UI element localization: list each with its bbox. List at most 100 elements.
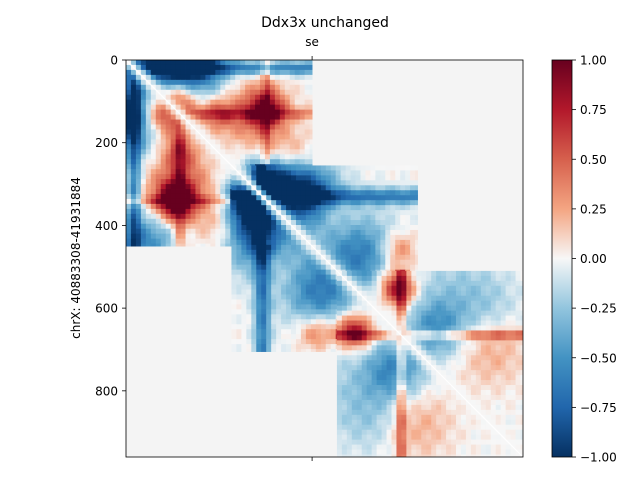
heatmap-cell [210,84,216,91]
heatmap-cell [416,290,422,297]
heatmap-cell [406,310,412,316]
heatmap-cell [416,385,422,391]
heatmap-cell [451,280,457,287]
heatmap-cell [145,84,152,91]
heatmap-cell [346,399,353,406]
heatmap-cell [220,64,226,71]
heatmap-cell [451,365,457,371]
heatmap-cell [436,409,442,416]
heatmap-cell [245,119,251,125]
heatmap-cell [256,309,262,315]
heatmap-cell [246,190,252,196]
heatmap-cell [416,315,422,321]
heatmap-cell [261,175,267,181]
heatmap-cell [126,139,132,145]
heatmap-cell [300,225,307,231]
heatmap-cell [175,104,181,111]
heatmap-cell [255,94,261,101]
heatmap-cell [255,124,261,130]
heatmap-cell [315,185,322,191]
heatmap-cell [175,124,181,130]
heatmap-cell [495,325,502,331]
heatmap-cell [386,380,392,386]
heatmap-cell [170,139,177,145]
heatmap-cell [310,249,317,256]
heatmap-cell [150,169,157,175]
heatmap-cell [480,385,487,391]
heatmap-cell [350,215,356,221]
heatmap-cell [400,225,406,231]
heatmap-cell [396,285,402,292]
heatmap-cell [220,84,226,91]
heatmap-cell [284,129,291,135]
heatmap-cell [175,198,181,205]
heatmap-cell [370,195,376,201]
heatmap-cell [446,345,452,351]
heatmap-cell [396,315,402,321]
heatmap-cell [520,424,523,431]
heatmap-cell [346,285,353,292]
heatmap-cell [150,159,157,165]
heatmap-cell [281,329,287,335]
heatmap-cell [401,330,407,336]
heatmap-cell [225,84,231,91]
heatmap-cell [195,104,201,111]
heatmap-cell [325,299,332,305]
heatmap-cell [140,79,147,86]
heatmap-cell [300,294,307,300]
heatmap-cell [371,385,377,391]
heatmap-cell [180,174,186,180]
heatmap-cell [279,109,286,115]
colorbar-tick-label: −0.25 [580,302,617,316]
heatmap-cell [264,144,271,150]
heatmap-cell [330,339,337,345]
heatmap-cell [325,324,332,330]
heatmap-cell [231,190,237,196]
heatmap-cell [310,175,317,181]
heatmap-cell [130,243,137,247]
heatmap-cell [264,94,271,101]
heatmap-cell [480,444,487,450]
heatmap-cell [356,345,363,351]
heatmap-cell [396,424,402,431]
heatmap-cell [299,139,306,145]
heatmap-cell [294,99,301,106]
heatmap-cell [210,119,216,125]
heatmap-cell [411,310,417,316]
heatmap-cell [220,74,226,81]
heatmap-cell [485,449,492,455]
heatmap-cell [426,315,432,321]
heatmap-cell [170,124,177,130]
heatmap-cell [356,390,363,396]
heatmap-cell [366,454,373,457]
heatmap-cell [335,200,342,206]
heatmap-cell [460,285,467,292]
heatmap-cell [246,289,252,295]
heatmap-cell [396,404,402,411]
heatmap-cell [230,94,236,101]
heatmap-cell [485,380,492,386]
heatmap-cell [330,319,337,325]
heatmap-cell [325,349,332,352]
heatmap-cell [406,275,412,282]
heatmap-cell [205,208,211,215]
heatmap-cell [281,200,287,206]
heatmap-cell [515,270,521,277]
heatmap-cell [381,370,387,376]
heatmap-cell [200,99,206,106]
heatmap-cell [266,284,272,290]
heatmap-cell [305,249,312,256]
heatmap-cell [391,320,397,326]
heatmap-cell [441,365,447,371]
heatmap-cell [305,190,312,196]
heatmap-cell [411,394,417,401]
heatmap-cell [200,149,206,155]
heatmap-cell [351,414,358,421]
heatmap-cell [126,64,132,71]
heatmap-cell [351,325,358,331]
heatmap-cell [241,180,247,186]
heatmap-cell [140,233,147,240]
heatmap-cell [155,198,162,205]
heatmap-cell [406,280,412,287]
heatmap-cell [346,330,353,336]
